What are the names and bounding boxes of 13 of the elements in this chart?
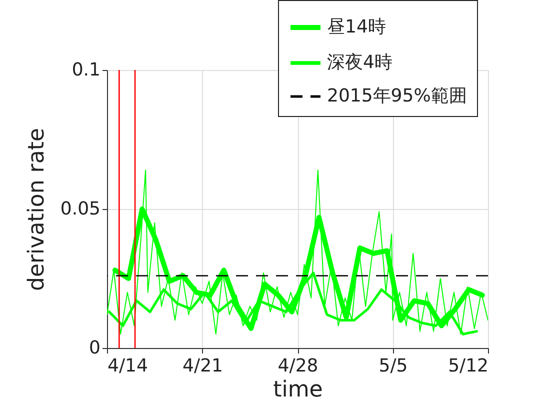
- x-axis-title: time: [273, 378, 323, 402]
- x-tick-label: 4/28: [278, 356, 318, 376]
- legend-label: 昼14時: [327, 16, 386, 38]
- legend-label: 2015年95%範囲: [327, 86, 467, 106]
- x-tick-label: 5/5: [378, 356, 408, 376]
- x-tick-label: 4/14: [108, 356, 148, 376]
- y-axis-title: derivation rate: [24, 128, 50, 291]
- y-tick-label: 0.1: [72, 60, 100, 80]
- y-tick-label: 0.05: [60, 198, 100, 220]
- legend-label: 深夜4時: [327, 52, 392, 73]
- x-tick-label: 4/21: [182, 356, 223, 376]
- y-tick-label: 0: [89, 338, 100, 358]
- x-tick-label: 5/12: [448, 356, 488, 376]
